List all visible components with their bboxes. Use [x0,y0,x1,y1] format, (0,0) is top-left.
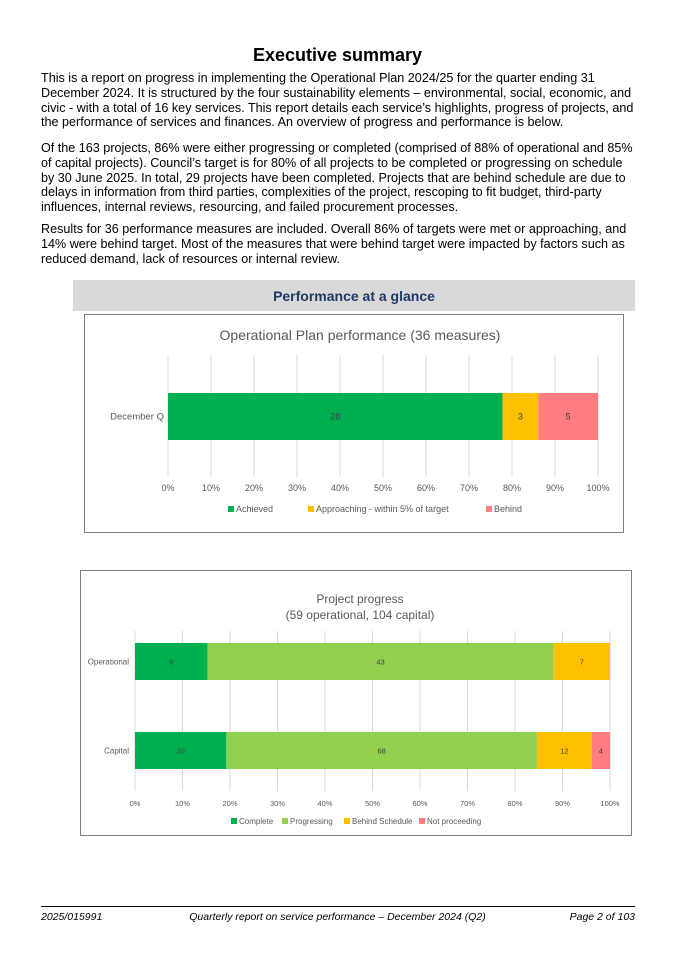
x-tick-label: 10% [175,799,190,808]
x-tick-label: 0% [130,799,141,808]
project-progress-chart: Project progress (59 operational, 104 cap… [80,570,632,836]
data-label: 68 [377,747,385,756]
legend-swatch [282,818,288,824]
legend-label: Approaching - within 5% of target [316,504,449,514]
category-label: Operational [88,658,130,667]
x-tick-label: 100% [586,483,609,493]
chart-title: Project progress [316,592,403,606]
legend-label: Achieved [236,504,273,514]
bar-segment [135,732,227,769]
chart-subtitle: (59 operational, 104 capital) [286,608,435,622]
performance-chart: Operational Plan performance (36 measure… [84,314,624,533]
x-tick-label: 100% [600,799,620,808]
legend-swatch [231,818,237,824]
x-tick-label: 40% [331,483,349,493]
legend-label: Behind [494,504,522,514]
category-label: Capital [104,747,129,756]
x-tick-label: 60% [417,483,435,493]
legend-swatch [486,506,492,512]
x-tick-label: 90% [555,799,570,808]
x-tick-label: 0% [161,483,174,493]
x-tick-label: 70% [460,483,478,493]
category-label: December Q [110,412,164,423]
data-label: 28 [330,412,340,422]
x-tick-label: 50% [365,799,380,808]
bar-segment [553,643,610,680]
performance-banner: Performance at a glance [73,280,635,311]
projects-paragraph: Of the 163 projects, 86% were either pro… [41,141,633,215]
x-tick-label: 40% [317,799,332,808]
bar-segment [168,393,503,440]
legend-label: Complete [239,817,274,826]
data-label: 43 [376,658,384,667]
data-label: 4 [599,747,603,756]
x-tick-label: 90% [546,483,564,493]
legend-swatch [308,506,314,512]
legend-label: Not proceeding [427,817,481,826]
x-tick-label: 70% [460,799,475,808]
x-tick-label: 30% [288,483,306,493]
x-tick-label: 60% [412,799,427,808]
bar-segment [135,643,208,680]
data-label: 12 [560,747,568,756]
footer-divider [41,906,635,907]
footer-document-number: 2025/015991 [41,911,103,923]
x-tick-label: 80% [503,483,521,493]
data-label: 9 [169,658,173,667]
measures-paragraph: Results for 36 performance measures are … [41,222,627,266]
data-label: 7 [580,658,584,667]
x-tick-label: 80% [507,799,522,808]
x-tick-label: 20% [222,799,237,808]
performance-banner-title: Performance at a glance [273,288,435,304]
bar-segment [502,393,539,440]
data-label: 20 [177,747,185,756]
x-tick-label: 30% [270,799,285,808]
performance-chart-svg: Operational Plan performance (36 measure… [110,327,609,514]
bar-segment [226,732,537,769]
chart-title: Operational Plan performance (36 measure… [220,327,501,343]
intro-paragraph: This is a report on progress in implemen… [41,71,634,130]
data-label: 3 [518,412,523,422]
x-tick-label: 20% [245,483,263,493]
page-title: Executive summary [252,45,423,65]
x-tick-label: 10% [202,483,220,493]
bar-segment [591,732,610,769]
data-label: 5 [566,412,571,422]
legend-swatch [228,506,234,512]
project-progress-chart-svg: Project progress (59 operational, 104 cap… [88,592,620,826]
x-tick-label: 50% [374,483,392,493]
bar-segment [207,643,554,680]
footer-report-title: Quarterly report on service performance … [189,911,486,923]
legend-swatch [344,818,350,824]
footer-page-number: Page 2 of 103 [569,911,635,923]
bar-segment [536,732,592,769]
legend-label: Progressing [290,817,333,826]
legend-swatch [419,818,425,824]
bar-segment [538,393,598,440]
legend-label: Behind Schedule [352,817,413,826]
